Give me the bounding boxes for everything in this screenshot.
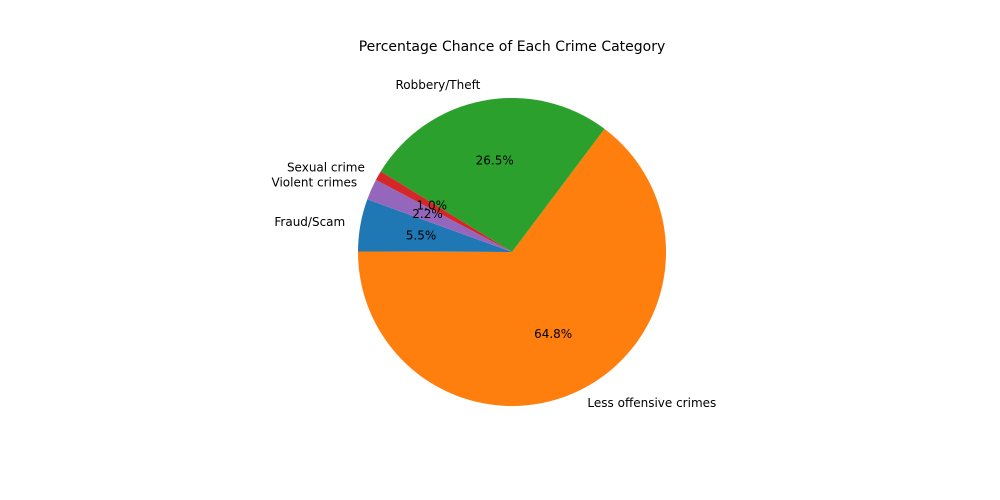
- pie-slices: [358, 98, 666, 407]
- pct-label-less-offensive-crimes: 64.8%: [534, 327, 572, 341]
- slice-label-fraud-scam: Fraud/Scam: [274, 215, 345, 229]
- pct-label-fraud-scam: 5.5%: [406, 228, 437, 242]
- pct-label-robbery-theft: 26.5%: [476, 154, 514, 168]
- slice-label-violent-crimes: Violent crimes: [272, 176, 358, 190]
- chart-title: Percentage Chance of Each Crime Category: [359, 39, 666, 55]
- slice-label-less-offensive-crimes: Less offensive crimes: [587, 396, 716, 410]
- slice-less-offensive-crimes: [358, 128, 666, 407]
- slice-sexual-crime: [375, 171, 512, 252]
- slice-label-robbery-theft: Robbery/Theft: [395, 78, 480, 92]
- slice-fraud-scam: [358, 199, 512, 252]
- slice-label-sexual-crime: Sexual crime: [287, 161, 365, 175]
- pct-label-sexual-crime: 1.0%: [417, 199, 448, 213]
- slice-robbery-theft: [380, 98, 605, 252]
- pct-label-violent-crimes: 2.2%: [412, 207, 443, 221]
- pie-labels: Fraud/Scam 5.5% Less offensive crimes 64.8%…: [272, 78, 717, 410]
- slice-violent-crimes: [367, 179, 512, 252]
